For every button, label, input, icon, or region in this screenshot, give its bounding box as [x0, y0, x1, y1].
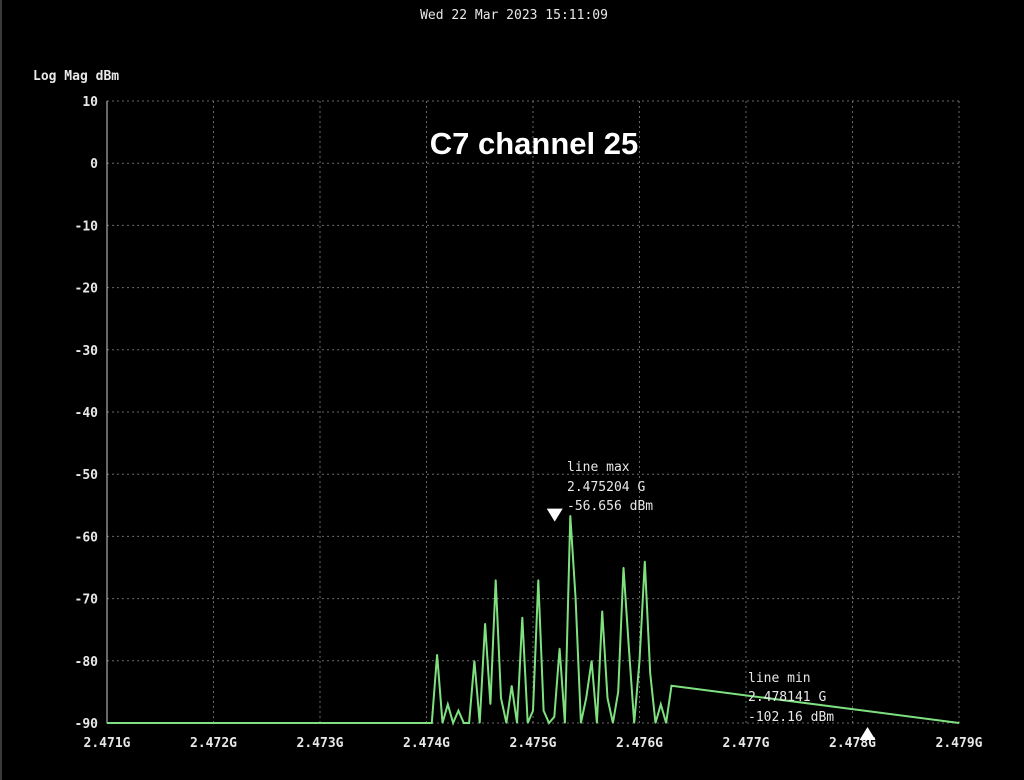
x-tick-label: 2.474G [403, 736, 450, 751]
timestamp: Wed 22 Mar 2023 15:11:09 [420, 8, 608, 23]
spectrum-trace-point [644, 560, 646, 562]
spectrum-trace-point [484, 622, 486, 625]
grid [106, 100, 960, 724]
spectrum-trace-point [527, 722, 529, 724]
min-marker-level: -102.16 dBm [748, 710, 834, 725]
x-tick-label: 2.479G [936, 736, 983, 751]
spectrum-trace-point [516, 722, 518, 724]
max-marker[interactable]: line max 2.475204 G -56.656 dBm [546, 460, 654, 522]
spectrum-trace-point [436, 654, 438, 656]
max-marker-level: -56.656 dBm [567, 499, 653, 514]
max-marker-label: line max [567, 460, 630, 475]
spectrum-trace-point [532, 710, 534, 712]
spectrum-trace-point [596, 722, 598, 724]
x-axis-ticks: 2.471G 2.472G 2.473G 2.474G 2.475G 2.476G 2.47… [84, 736, 983, 751]
spectrum-trace-point [473, 660, 475, 662]
spectrum-trace-point [649, 672, 651, 674]
x-tick-label: 2.476G [616, 736, 663, 751]
spectrum-trace-point [654, 722, 657, 724]
x-tick-label: 2.472G [190, 736, 237, 751]
spectrum-trace-point [660, 703, 662, 705]
spectrum-trace-point [489, 703, 491, 705]
spectrum-trace-point [633, 722, 635, 724]
spectrum-trace-point [591, 660, 593, 662]
y-tick-label: -70 [75, 593, 99, 608]
spectrum-trace-point [521, 616, 523, 618]
min-marker-label: line min [748, 671, 811, 686]
min-marker-triangle-icon[interactable] [859, 727, 876, 740]
spectrum-trace-point [622, 566, 625, 569]
x-tick-label: 2.475G [510, 736, 557, 751]
spectrum-trace-point [575, 598, 577, 600]
chart-title: C7 channel 25 [430, 126, 638, 161]
min-marker[interactable]: line min 2.478141 G -102.16 dBm [748, 671, 876, 740]
y-tick-label: -40 [75, 406, 99, 421]
y-tick-label: -60 [75, 530, 99, 545]
spectrum-trace-point [463, 722, 465, 724]
x-tick-label: 2.477G [723, 736, 770, 751]
spectrum-trace-point [559, 647, 561, 650]
y-tick-label: 10 [82, 95, 98, 110]
spectrum-trace-point [665, 722, 667, 724]
spectrum-trace-point [425, 722, 428, 724]
x-tick-label: 2.473G [297, 736, 344, 751]
spectrum-trace-point [468, 722, 470, 724]
spectrum-trace-point [564, 722, 566, 724]
spectrum-trace-point [670, 685, 673, 687]
trace-layer [106, 515, 960, 726]
spectrum-trace-point [537, 579, 539, 581]
spectrum-trace-point [505, 722, 507, 724]
y-tick-label: -30 [75, 344, 99, 359]
min-marker-frequency: 2.478141 G [748, 690, 826, 705]
spectrum-trace-point [585, 697, 587, 699]
spectrum-trace-point [511, 685, 513, 687]
y-axis-ticks: 10 0 -10 -20 -30 -40 -50 -60 -70 -80 -90 [75, 95, 99, 732]
y-tick-label: -20 [75, 282, 99, 297]
spectrum-trace-point [569, 515, 571, 517]
x-tick-label: 2.471G [84, 736, 131, 751]
y-tick-label: 0 [90, 157, 98, 172]
spectrum-trace-point [106, 722, 108, 724]
spectrum-trace-point [580, 722, 582, 724]
spectrum-trace-point [612, 722, 614, 724]
spectrum-trace-point [958, 722, 960, 724]
spectrum-trace-point [479, 722, 481, 724]
spectrum-trace-point [617, 691, 619, 693]
spectrum-trace-point [447, 703, 449, 705]
y-axis-unit-label: Log Mag dBm [33, 69, 119, 84]
spectrum-trace-point [431, 722, 433, 724]
spectrum-trace-point [553, 716, 555, 718]
y-tick-label: -80 [75, 655, 99, 670]
y-tick-label: -50 [75, 468, 99, 483]
spectrum-trace-point [452, 722, 454, 724]
spectrum-trace-point [457, 710, 459, 712]
spectrum-trace-point [500, 697, 502, 699]
spectrum-trace-point [441, 722, 444, 724]
spectrum-trace-point [638, 660, 641, 662]
spectrum-trace-point [543, 710, 545, 712]
spectrum-trace-point [628, 647, 630, 650]
max-marker-triangle-icon[interactable] [546, 508, 563, 522]
max-marker-frequency: 2.475204 G [567, 480, 645, 495]
spectrum-trace-point [495, 579, 497, 581]
y-tick-label: -90 [75, 717, 99, 732]
spectrum-trace-point [601, 610, 603, 612]
y-tick-label: -10 [75, 219, 99, 234]
spectrum-trace-point [548, 722, 550, 724]
spectrum-trace-point [606, 697, 609, 699]
